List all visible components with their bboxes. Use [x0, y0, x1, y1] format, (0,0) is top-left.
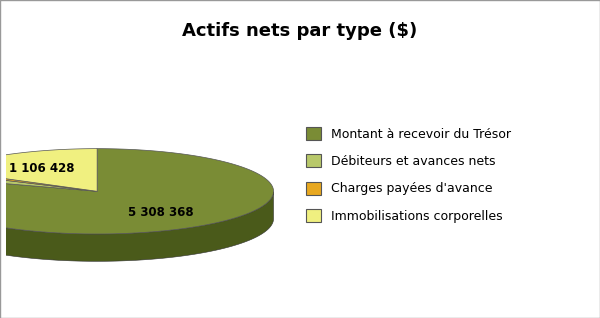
Polygon shape — [0, 172, 97, 191]
Polygon shape — [0, 170, 97, 191]
Text: Actifs nets par type ($): Actifs nets par type ($) — [182, 22, 418, 40]
Text: 5 308 368: 5 308 368 — [128, 206, 193, 219]
Legend: Montant à recevoir du Trésor, Débiteurs et avances nets, Charges payées d'avance: Montant à recevoir du Trésor, Débiteurs … — [306, 127, 511, 223]
Polygon shape — [0, 149, 97, 191]
Text: 132 493: 132 493 — [0, 317, 1, 318]
Polygon shape — [0, 192, 274, 261]
Polygon shape — [0, 149, 274, 234]
Text: 1 106 428: 1 106 428 — [10, 162, 75, 175]
Text: 61 652: 61 652 — [0, 317, 1, 318]
